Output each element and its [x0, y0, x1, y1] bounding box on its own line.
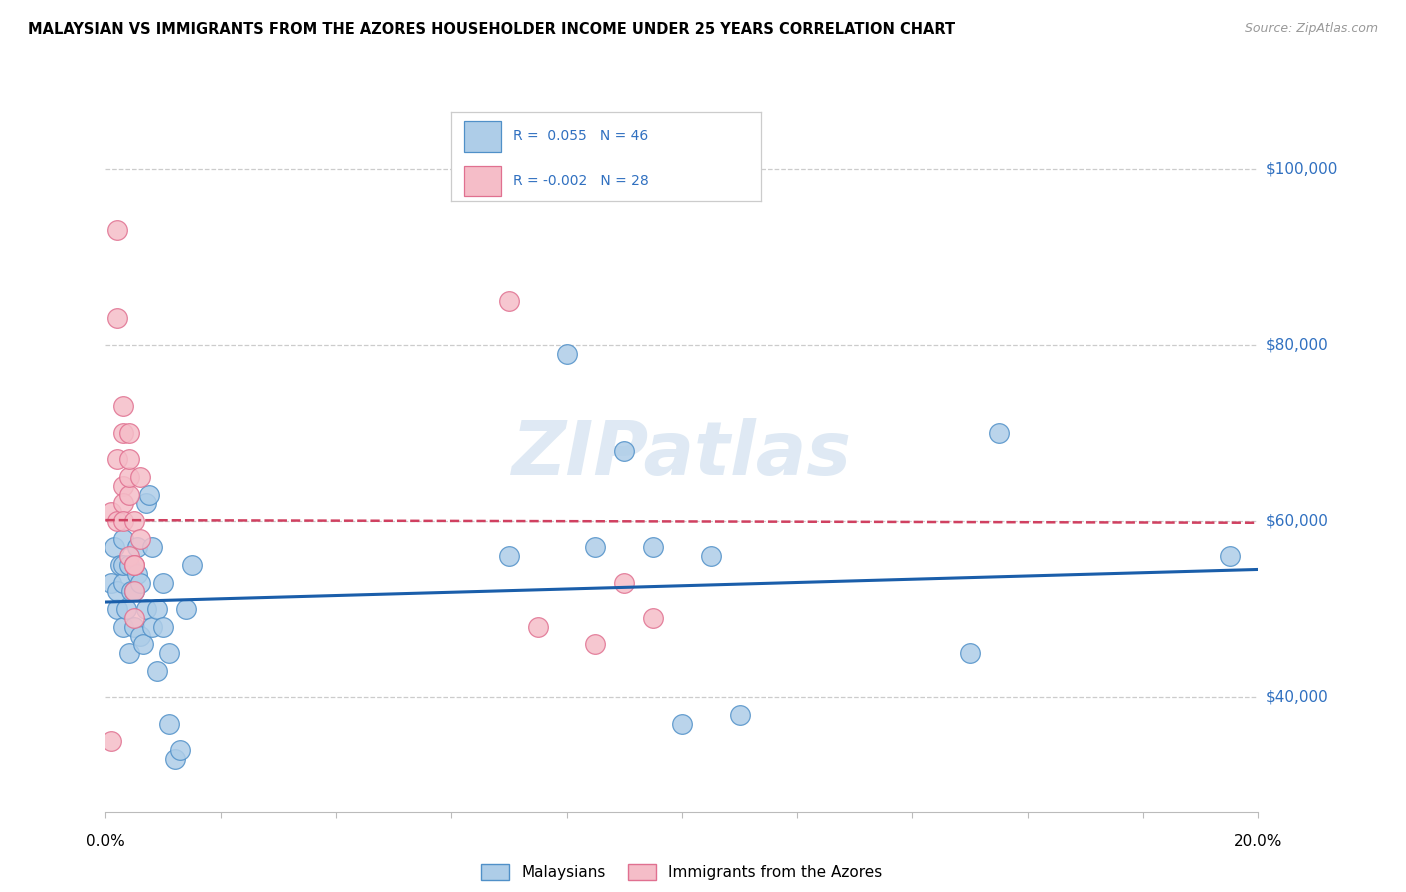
Point — [105, 514, 128, 528]
Point — [111, 514, 134, 528]
Point — [108, 558, 131, 572]
Text: $80,000: $80,000 — [1265, 337, 1329, 352]
Text: ZIPatlas: ZIPatlas — [512, 418, 852, 491]
Point — [157, 716, 180, 731]
Point — [124, 611, 146, 625]
Point — [141, 620, 163, 634]
Point — [169, 743, 191, 757]
Legend: Malaysians, Immigrants from the Azores: Malaysians, Immigrants from the Azores — [475, 858, 889, 886]
Point — [105, 223, 128, 237]
Point — [103, 541, 125, 555]
Point — [1218, 549, 1241, 564]
Point — [124, 584, 146, 599]
Point — [152, 575, 174, 590]
Point — [163, 752, 186, 766]
Point — [111, 400, 134, 414]
Point — [135, 496, 157, 510]
Text: $60,000: $60,000 — [1265, 514, 1329, 528]
Point — [671, 716, 693, 731]
Point — [585, 541, 607, 555]
Point — [129, 532, 152, 546]
Point — [111, 479, 134, 493]
Text: R = -0.002   N = 28: R = -0.002 N = 28 — [513, 174, 650, 188]
Point — [127, 541, 149, 555]
Point — [117, 470, 139, 484]
Point — [111, 575, 134, 590]
Point — [120, 584, 142, 599]
Point — [699, 549, 723, 564]
Point — [111, 496, 134, 510]
Point — [117, 452, 139, 467]
Point — [124, 584, 146, 599]
Point — [105, 584, 128, 599]
Point — [100, 575, 122, 590]
Point — [105, 452, 128, 467]
FancyBboxPatch shape — [464, 166, 501, 196]
Point — [157, 646, 180, 660]
Text: $100,000: $100,000 — [1265, 161, 1337, 176]
Point — [114, 602, 136, 616]
Point — [129, 628, 152, 642]
Point — [105, 602, 128, 616]
Point — [641, 611, 665, 625]
Text: R =  0.055   N = 46: R = 0.055 N = 46 — [513, 129, 648, 144]
Point — [124, 558, 146, 572]
Point — [127, 566, 149, 581]
Point — [129, 470, 152, 484]
Point — [987, 425, 1010, 440]
Point — [641, 541, 665, 555]
Point — [100, 734, 122, 748]
Point — [174, 602, 197, 616]
Point — [135, 602, 157, 616]
Text: MALAYSIAN VS IMMIGRANTS FROM THE AZORES HOUSEHOLDER INCOME UNDER 25 YEARS CORREL: MALAYSIAN VS IMMIGRANTS FROM THE AZORES … — [28, 22, 955, 37]
Point — [124, 514, 146, 528]
Point — [959, 646, 981, 660]
Point — [124, 620, 146, 634]
FancyBboxPatch shape — [464, 121, 501, 152]
Text: 0.0%: 0.0% — [86, 834, 125, 849]
Point — [146, 664, 169, 678]
Point — [117, 558, 139, 572]
Point — [132, 637, 155, 651]
Point — [141, 541, 163, 555]
Point — [117, 425, 139, 440]
Point — [111, 620, 134, 634]
Point — [111, 558, 134, 572]
Point — [117, 549, 139, 564]
Text: 20.0%: 20.0% — [1234, 834, 1282, 849]
Text: $40,000: $40,000 — [1265, 690, 1329, 705]
Point — [124, 558, 146, 572]
Point — [129, 575, 152, 590]
Point — [498, 549, 520, 564]
Point — [585, 637, 607, 651]
Point — [138, 487, 160, 501]
Point — [555, 346, 578, 360]
Point — [117, 646, 139, 660]
Point — [146, 602, 169, 616]
Point — [105, 311, 128, 326]
Point — [728, 707, 751, 722]
Point — [613, 575, 636, 590]
Text: Source: ZipAtlas.com: Source: ZipAtlas.com — [1244, 22, 1378, 36]
Point — [498, 293, 520, 308]
Point — [526, 620, 548, 634]
Point — [100, 505, 122, 519]
Point — [111, 532, 134, 546]
Point — [180, 558, 202, 572]
Point — [111, 425, 134, 440]
Point — [117, 487, 139, 501]
Point — [152, 620, 174, 634]
Point — [613, 443, 636, 458]
